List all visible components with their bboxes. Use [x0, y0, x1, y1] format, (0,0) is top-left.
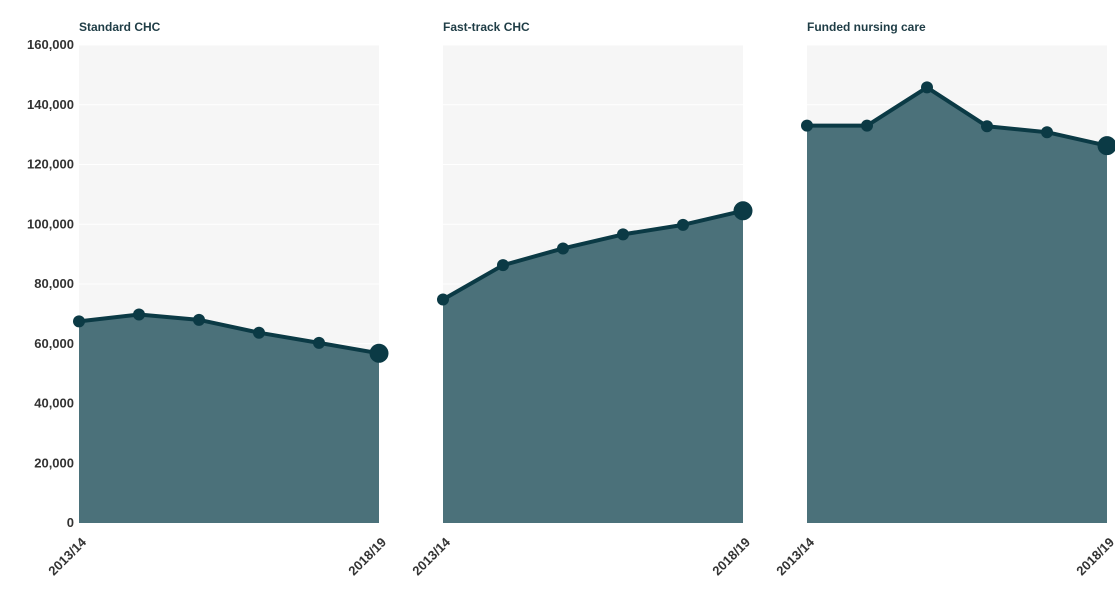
data-point — [677, 219, 689, 231]
x-tick-label: 2018/19 — [345, 535, 389, 579]
x-tick-label: 2018/19 — [709, 535, 753, 579]
data-point — [1041, 126, 1053, 138]
data-point — [801, 120, 813, 132]
data-point — [734, 201, 753, 220]
y-tick-label: 100,000 — [27, 216, 74, 231]
data-point — [617, 228, 629, 240]
y-tick-label: 0 — [67, 515, 74, 530]
x-tick-label: 2013/14 — [773, 534, 817, 578]
y-tick-label: 80,000 — [34, 276, 74, 291]
data-point — [313, 337, 325, 349]
x-tick-label: 2018/19 — [1073, 535, 1115, 579]
panel-title: Standard CHC — [79, 20, 161, 34]
data-point — [437, 294, 449, 306]
y-tick-label: 40,000 — [34, 396, 74, 411]
data-point — [370, 344, 389, 363]
data-point — [73, 315, 85, 327]
data-point — [557, 242, 569, 254]
y-tick-label: 160,000 — [27, 37, 74, 52]
data-point — [921, 81, 933, 93]
panel-title: Funded nursing care — [807, 20, 926, 34]
panel-title: Fast-track CHC — [443, 20, 530, 34]
y-tick-label: 20,000 — [34, 455, 74, 470]
data-point — [133, 308, 145, 320]
data-point — [981, 120, 993, 132]
data-point — [193, 314, 205, 326]
x-tick-label: 2013/14 — [45, 534, 89, 578]
data-point — [497, 259, 509, 271]
data-point — [253, 327, 265, 339]
y-tick-label: 60,000 — [34, 336, 74, 351]
x-tick-label: 2013/14 — [409, 534, 453, 578]
data-point — [861, 120, 873, 132]
y-tick-label: 120,000 — [27, 157, 74, 172]
y-tick-label: 140,000 — [27, 97, 74, 112]
series-area — [807, 87, 1107, 523]
